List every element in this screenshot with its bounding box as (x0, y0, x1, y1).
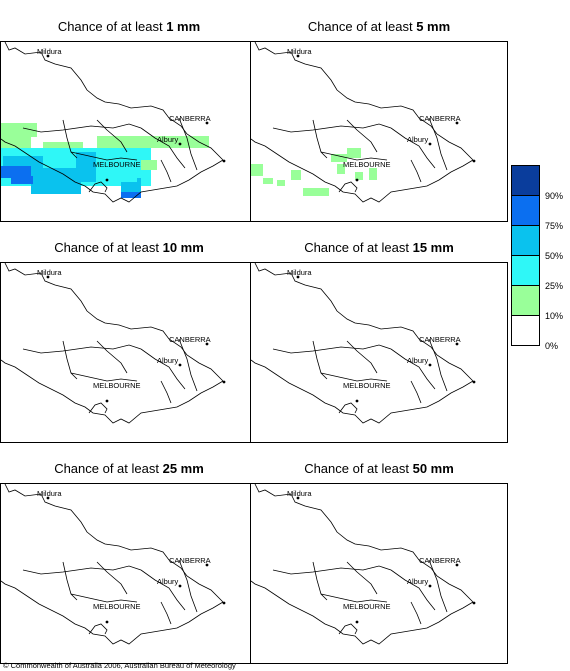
map-15mm: Mildura CANBERRA Albury MELBOURNE (250, 262, 508, 443)
panel-title: Chance of at least 10 mm (54, 240, 204, 255)
legend-label-25: 25% (545, 281, 564, 291)
place-melbourne: MELBOURNE (343, 381, 391, 390)
probability-shading-5mm (251, 148, 377, 196)
panel-1mm: Chance of at least 1 mm (0, 17, 258, 222)
map-10mm: Mildura CANBERRA Albury MELBOURNE (0, 262, 258, 443)
place-mildura: Mildura (37, 47, 62, 56)
place-canberra: CANBERRA (419, 114, 461, 123)
place-canberra: CANBERRA (169, 556, 211, 565)
panel-25mm: Chance of at least 25 mm (0, 459, 258, 664)
panel-title: Chance of at least 25 mm (54, 461, 204, 476)
place-mildura: Mildura (287, 268, 312, 277)
legend-swatch-3 (511, 225, 540, 256)
state-boundaries (1, 263, 226, 424)
panel-10mm: Chance of at least 10 mm (0, 238, 258, 443)
map-5mm: Mildura CANBERRA Albury MELBOURNE (250, 41, 508, 222)
state-boundaries (251, 263, 476, 424)
map-25mm: Mildura CANBERRA Albury MELBOURNE (0, 483, 258, 664)
place-melbourne: MELBOURNE (93, 602, 141, 611)
legend-label-10: 10% (545, 311, 564, 321)
panel-title: Chance of at least 5 mm (307, 19, 451, 34)
panel-title: Chance of at least 50 mm (304, 461, 454, 476)
panel-title: Chance of at least 15 mm (304, 240, 454, 255)
legend-label-50: 50% (545, 251, 564, 261)
place-albury: Albury (407, 356, 429, 365)
state-boundaries (1, 42, 226, 203)
place-mildura: Mildura (287, 489, 312, 498)
place-mildura: Mildura (37, 489, 62, 498)
place-canberra: CANBERRA (169, 114, 211, 123)
legend-swatch-6 (511, 315, 540, 346)
place-albury: Albury (157, 356, 179, 365)
state-boundaries (251, 42, 476, 203)
place-melbourne: MELBOURNE (93, 381, 141, 390)
legend-label-0: 0% (545, 341, 559, 351)
legend-swatch-4 (511, 255, 540, 286)
place-albury: Albury (157, 135, 179, 144)
map-1mm: Mildura CANBERRA Albury MELBOURNE (0, 41, 258, 222)
probability-legend: 90% 75% 50% 25% 10% 0% (511, 165, 570, 355)
place-canberra: CANBERRA (419, 556, 461, 565)
legend-swatch-2 (511, 195, 540, 226)
panel-15mm: Chance of at least 15 mm (250, 238, 508, 443)
place-melbourne: MELBOURNE (343, 602, 391, 611)
state-boundaries (1, 484, 226, 645)
panel-5mm: Chance of at least 5 mm (250, 17, 508, 222)
panel-title: Chance of at least 1 mm (57, 19, 201, 34)
place-albury: Albury (157, 577, 179, 586)
panel-50mm: Chance of at least 50 mm (250, 459, 508, 664)
place-canberra: CANBERRA (419, 335, 461, 344)
place-mildura: Mildura (287, 47, 312, 56)
state-boundaries (251, 484, 476, 645)
place-albury: Albury (407, 135, 429, 144)
place-albury: Albury (407, 577, 429, 586)
legend-label-75: 75% (545, 221, 564, 231)
place-melbourne: MELBOURNE (93, 160, 141, 169)
map-50mm: Mildura CANBERRA Albury MELBOURNE (250, 483, 508, 664)
legend-swatch-5 (511, 285, 540, 316)
copyright-notice: © Commonwealth of Australia 2006, Austra… (3, 661, 236, 670)
legend-label-90: 90% (545, 191, 564, 201)
legend-swatch-1 (511, 165, 540, 196)
place-melbourne: MELBOURNE (343, 160, 391, 169)
place-mildura: Mildura (37, 268, 62, 277)
place-canberra: CANBERRA (169, 335, 211, 344)
probability-shading-1mm (1, 123, 209, 198)
